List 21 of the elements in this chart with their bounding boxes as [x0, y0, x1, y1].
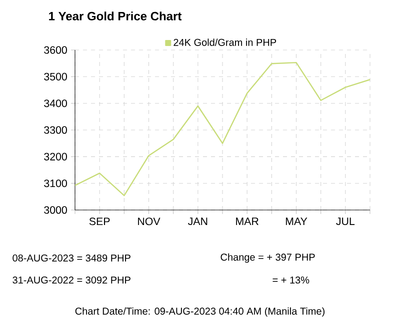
line-series: [75, 62, 370, 196]
x-tick-label: JUL: [336, 218, 355, 226]
y-tick-label: 3600: [44, 46, 67, 54]
x-tick-label: MAY: [286, 218, 308, 225]
text: 08-AUG-2023 = 3489 PHP: [12, 254, 130, 262]
y-tick-label: 3400: [44, 100, 67, 108]
text: 31-AUG-2022 = 3092 PHP: [12, 276, 130, 284]
y-tick-label: 3100: [44, 180, 67, 188]
x-tick-label: NOV: [138, 218, 160, 226]
x-tick-label: MAR: [236, 218, 258, 225]
x-tick-label: SEP: [89, 218, 110, 226]
y-tick-label: 3000: [44, 206, 67, 214]
x-tick-label: JAN: [188, 218, 208, 226]
text: = + 13%: [272, 276, 310, 284]
text: Change = + 397 PHP: [220, 253, 315, 263]
legend-label: 24K Gold/Gram in PHP: [174, 38, 276, 46]
text: Chart Date/Time: 09-AUG-2023 04:40 AM (Manila Time): [75, 307, 324, 317]
y-tick-label: 3200: [44, 152, 67, 160]
chart-title: 1 Year Gold Price Chart: [49, 12, 182, 20]
y-tick-label: 3500: [44, 72, 67, 80]
y-tick-label: 3300: [44, 126, 67, 134]
